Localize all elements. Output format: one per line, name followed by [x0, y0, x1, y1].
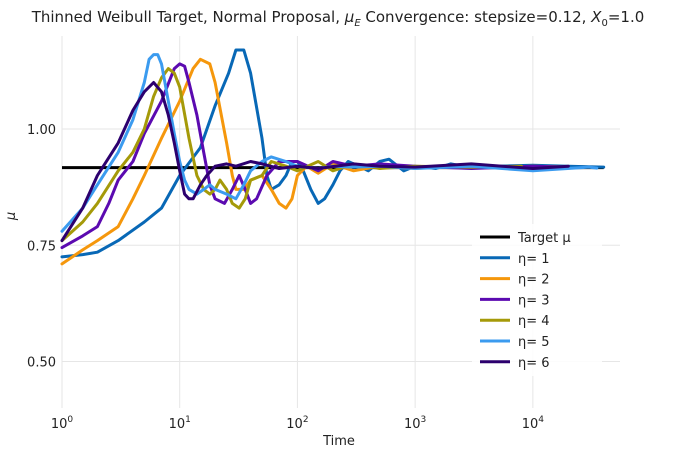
- chart-title: Thinned Weibull Target, Normal Proposal,…: [31, 8, 645, 29]
- x-tick-label: 100: [51, 415, 74, 432]
- legend-label-eta-5: η= 5: [518, 335, 550, 350]
- y-tick-label: 1.00: [27, 123, 56, 138]
- legend-label-eta-2: η= 2: [518, 273, 550, 288]
- series-line-eta-5: [60, 53, 599, 233]
- tick-layer: 100 101 102 103 104 0.50 0.75 1.00: [27, 123, 544, 432]
- y-axis-label: μ: [4, 212, 19, 221]
- legend-label-eta-4: η= 4: [518, 314, 550, 329]
- legend-label-eta-6: η= 6: [518, 356, 550, 371]
- x-tick-label: 103: [404, 415, 426, 432]
- legend-label-eta-3: η= 3: [518, 293, 550, 308]
- series-line-eta-4: [60, 67, 523, 243]
- x-tick-label: 101: [169, 415, 191, 432]
- legend-label-eta-1: η= 1: [518, 252, 550, 267]
- x-tick-label: 102: [286, 415, 308, 432]
- series-layer: [60, 48, 606, 266]
- legend: Target μ η= 1 η= 2 η= 3 η= 4 η= 5 η= 6: [472, 224, 602, 376]
- x-axis-label: Time: [322, 434, 355, 449]
- y-tick-label: 0.75: [27, 239, 56, 254]
- series-line-eta-6: [60, 81, 570, 243]
- series-line-eta-3: [60, 62, 570, 250]
- legend-label-target: Target μ: [517, 231, 571, 246]
- x-tick-label: 104: [522, 415, 545, 432]
- y-tick-label: 0.50: [27, 356, 56, 371]
